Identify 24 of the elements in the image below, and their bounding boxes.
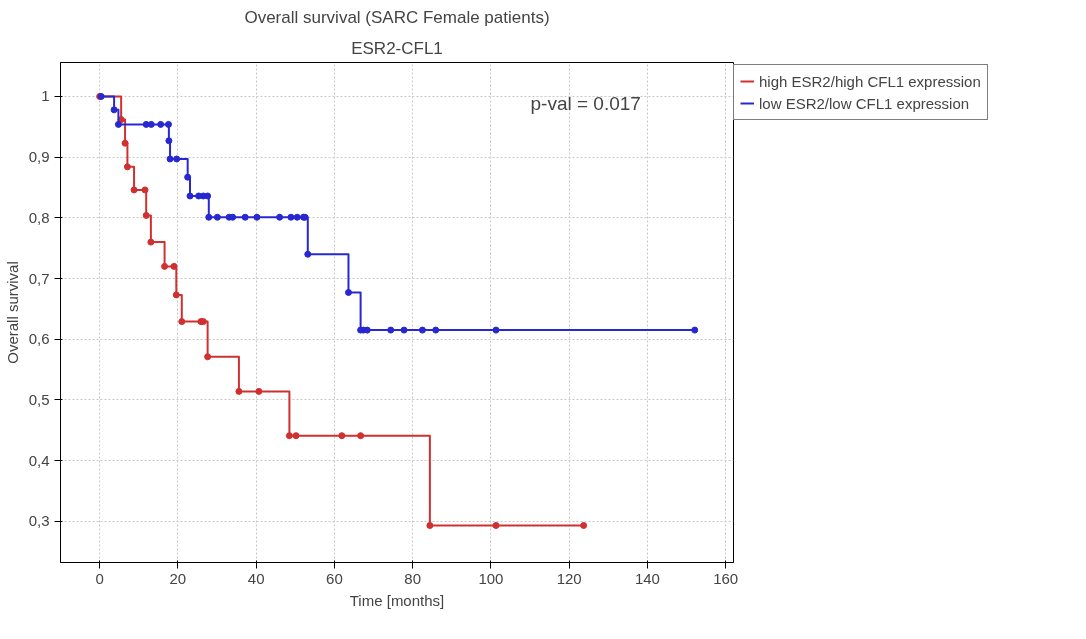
x-tick-label: 120 bbox=[556, 569, 582, 587]
x-tick-label: 160 bbox=[713, 569, 739, 587]
y-tick-label: 0,9 bbox=[28, 148, 50, 166]
y-tick-label: 0,4 bbox=[28, 451, 50, 469]
chart-title: Overall survival (SARC Female patients) bbox=[244, 7, 550, 27]
x-tick-label: 100 bbox=[478, 569, 504, 587]
x-tick-label: 20 bbox=[169, 569, 187, 587]
annotation: p-val = 0.017 bbox=[530, 92, 641, 114]
legend-label: high ESR2/high CFL1 expression bbox=[759, 72, 981, 90]
y-tick-label: 0,6 bbox=[28, 330, 50, 348]
y-tick-label: 0,3 bbox=[28, 512, 50, 530]
x-tick-label: 140 bbox=[634, 569, 660, 587]
x-tick-label: 40 bbox=[247, 569, 265, 587]
x-axis-title: Time [months] bbox=[349, 591, 445, 609]
chart-subtitle: ESR2-CFL1 bbox=[351, 38, 443, 58]
y-axis-title: Overall survival bbox=[3, 261, 21, 364]
y-tick-label: 0,8 bbox=[28, 208, 50, 226]
y-tick-label: 0,5 bbox=[28, 390, 50, 408]
x-tick-label: 0 bbox=[95, 569, 104, 587]
y-tick-label: 0,7 bbox=[28, 269, 50, 287]
x-tick-label: 60 bbox=[326, 569, 343, 587]
legend-label: low ESR2/low CFL1 expression bbox=[759, 94, 970, 112]
y-tick-label: 1 bbox=[41, 87, 50, 105]
x-tick-label: 80 bbox=[404, 569, 421, 587]
